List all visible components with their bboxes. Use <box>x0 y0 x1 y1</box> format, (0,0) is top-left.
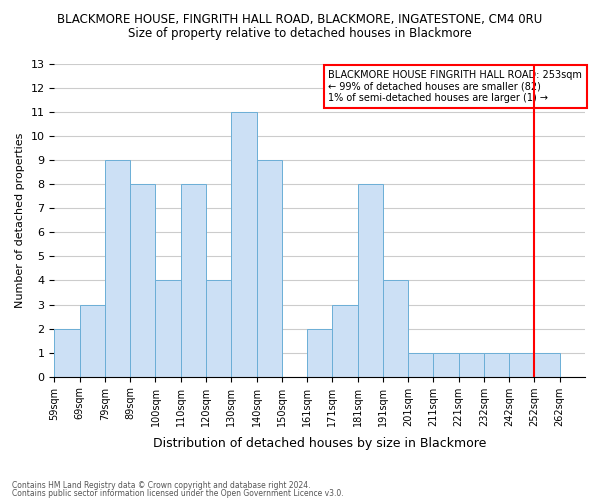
Bar <box>55 328 80 376</box>
Bar <box>509 352 535 376</box>
Bar <box>484 352 509 376</box>
X-axis label: Distribution of detached houses by size in Blackmore: Distribution of detached houses by size … <box>153 437 487 450</box>
Bar <box>358 184 383 376</box>
Bar <box>458 352 484 376</box>
Text: Size of property relative to detached houses in Blackmore: Size of property relative to detached ho… <box>128 28 472 40</box>
Y-axis label: Number of detached properties: Number of detached properties <box>15 132 25 308</box>
Text: Contains HM Land Registry data © Crown copyright and database right 2024.: Contains HM Land Registry data © Crown c… <box>12 481 311 490</box>
Bar <box>433 352 458 376</box>
Text: BLACKMORE HOUSE FINGRITH HALL ROAD: 253sqm
← 99% of detached houses are smaller : BLACKMORE HOUSE FINGRITH HALL ROAD: 253s… <box>328 70 583 104</box>
Text: Contains public sector information licensed under the Open Government Licence v3: Contains public sector information licen… <box>12 488 344 498</box>
Bar <box>535 352 560 376</box>
Bar <box>155 280 181 376</box>
Bar <box>105 160 130 376</box>
Bar <box>257 160 282 376</box>
Bar <box>130 184 155 376</box>
Bar <box>332 304 358 376</box>
Bar <box>307 328 332 376</box>
Bar <box>231 112 257 376</box>
Bar <box>408 352 433 376</box>
Bar <box>181 184 206 376</box>
Text: BLACKMORE HOUSE, FINGRITH HALL ROAD, BLACKMORE, INGATESTONE, CM4 0RU: BLACKMORE HOUSE, FINGRITH HALL ROAD, BLA… <box>58 12 542 26</box>
Bar <box>383 280 408 376</box>
Bar <box>206 280 231 376</box>
Bar <box>80 304 105 376</box>
